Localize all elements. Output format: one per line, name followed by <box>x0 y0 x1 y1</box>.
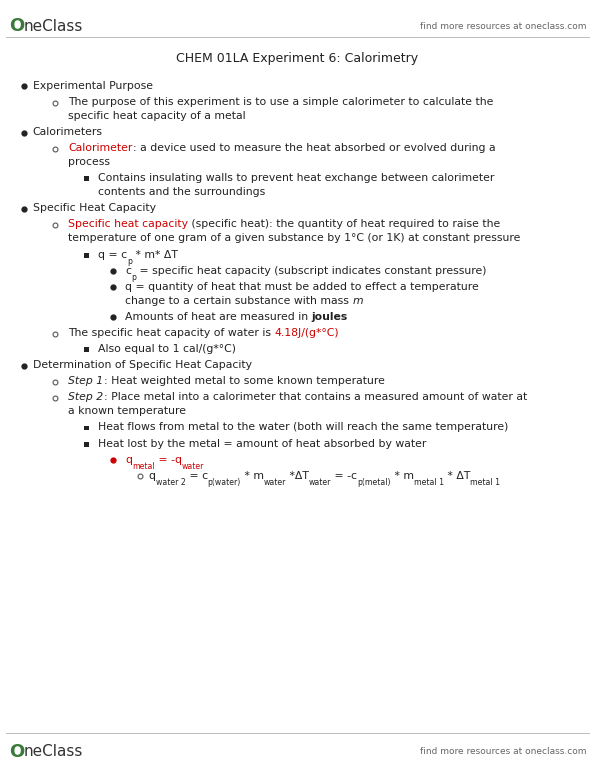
Text: metal 1: metal 1 <box>471 478 500 487</box>
Text: Also equal to 1 cal/(g*°C): Also equal to 1 cal/(g*°C) <box>98 344 236 354</box>
Text: c: c <box>125 266 131 276</box>
Text: Specific Heat Capacity: Specific Heat Capacity <box>33 203 156 213</box>
Text: Amounts of heat are measured in: Amounts of heat are measured in <box>125 312 312 322</box>
Text: Experimental Purpose: Experimental Purpose <box>33 81 153 91</box>
Text: p(metal): p(metal) <box>358 478 391 487</box>
Text: q = quantity of heat that must be added to effect a temperature: q = quantity of heat that must be added … <box>125 282 479 292</box>
Text: Determination of Specific Heat Capacity: Determination of Specific Heat Capacity <box>33 360 252 370</box>
Text: * m: * m <box>391 470 414 480</box>
Text: = -c: = -c <box>331 470 358 480</box>
Text: * ΔT: * ΔT <box>444 470 471 480</box>
Text: The purpose of this experiment is to use a simple calorimeter to calculate the: The purpose of this experiment is to use… <box>68 97 494 107</box>
Text: process: process <box>68 157 111 167</box>
Text: find more resources at oneclass.com: find more resources at oneclass.com <box>419 22 586 31</box>
Text: * m* ΔT: * m* ΔT <box>132 249 178 259</box>
FancyBboxPatch shape <box>84 253 89 257</box>
Text: q: q <box>125 454 132 464</box>
Text: = -q: = -q <box>155 454 181 464</box>
Text: metal: metal <box>132 462 155 471</box>
FancyBboxPatch shape <box>84 442 89 447</box>
Text: Calorimeter: Calorimeter <box>68 143 133 153</box>
Text: water: water <box>309 478 331 487</box>
Text: specific heat capacity of a metal: specific heat capacity of a metal <box>68 111 246 121</box>
Text: p: p <box>127 257 132 266</box>
Text: find more resources at oneclass.com: find more resources at oneclass.com <box>419 747 586 756</box>
Text: Specific heat capacity: Specific heat capacity <box>68 219 189 229</box>
Text: : a device used to measure the heat absorbed or evolved during a: : a device used to measure the heat abso… <box>133 143 496 153</box>
Text: a known temperature: a known temperature <box>68 407 186 417</box>
Text: = specific heat capacity (subscript indicates constant pressure): = specific heat capacity (subscript indi… <box>136 266 486 276</box>
Text: temperature of one gram of a given substance by 1°C (or 1K) at constant pressure: temperature of one gram of a given subst… <box>68 233 521 243</box>
Text: Heat lost by the metal = amount of heat absorbed by water: Heat lost by the metal = amount of heat … <box>98 439 427 449</box>
Text: p: p <box>131 273 136 283</box>
Text: Step 1: Step 1 <box>68 377 104 387</box>
FancyBboxPatch shape <box>84 176 89 181</box>
Text: Heat flows from metal to the water (both will reach the same temperature): Heat flows from metal to the water (both… <box>98 423 509 433</box>
Text: The specific heat capacity of water is: The specific heat capacity of water is <box>68 328 275 338</box>
Text: water 2: water 2 <box>156 478 186 487</box>
Text: * m: * m <box>241 470 264 480</box>
Text: q: q <box>149 470 156 480</box>
Text: p(water): p(water) <box>208 478 241 487</box>
Text: CHEM 01LA Experiment 6: Calorimetry: CHEM 01LA Experiment 6: Calorimetry <box>177 52 418 65</box>
Text: Contains insulating walls to prevent heat exchange between calorimeter: Contains insulating walls to prevent hea… <box>98 173 494 183</box>
Text: water: water <box>181 462 204 471</box>
Text: (specific heat): the quantity of heat required to raise the: (specific heat): the quantity of heat re… <box>189 219 500 229</box>
Text: joules: joules <box>312 312 348 322</box>
Text: Calorimeters: Calorimeters <box>33 127 103 137</box>
FancyBboxPatch shape <box>84 347 89 352</box>
Text: O: O <box>9 742 24 761</box>
Text: : Heat weighted metal to some known temperature: : Heat weighted metal to some known temp… <box>104 377 384 387</box>
Text: water: water <box>264 478 286 487</box>
Text: = c: = c <box>186 470 208 480</box>
Text: contents and the surroundings: contents and the surroundings <box>98 187 265 197</box>
FancyBboxPatch shape <box>84 426 89 430</box>
Text: neClass: neClass <box>24 18 83 34</box>
Text: 4.18J/(g*°C): 4.18J/(g*°C) <box>275 328 340 338</box>
Text: q = c: q = c <box>98 249 127 259</box>
Text: *ΔT: *ΔT <box>286 470 309 480</box>
Text: O: O <box>9 17 24 35</box>
Text: change to a certain substance with mass: change to a certain substance with mass <box>125 296 352 306</box>
Text: Step 2: Step 2 <box>68 393 104 403</box>
Text: m: m <box>352 296 363 306</box>
Text: neClass: neClass <box>24 744 83 759</box>
Text: : Place metal into a calorimeter that contains a measured amount of water at: : Place metal into a calorimeter that co… <box>104 393 527 403</box>
Text: metal 1: metal 1 <box>414 478 444 487</box>
